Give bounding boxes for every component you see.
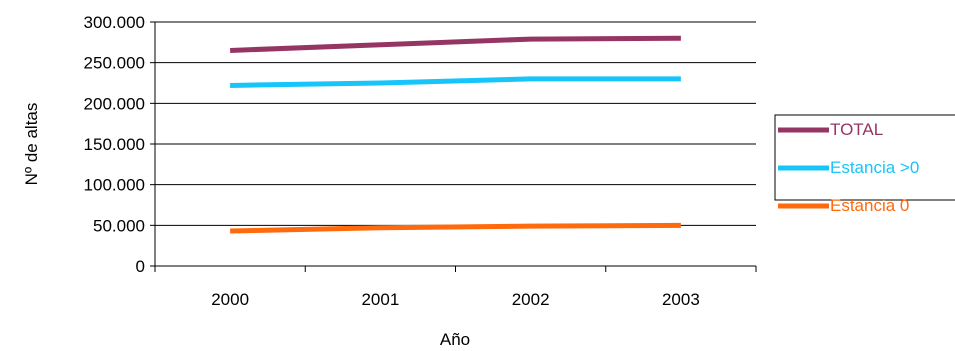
x-axis-ticks: 2000 2001 2002 2003: [154, 266, 757, 309]
y-tick-label: 250.000: [84, 54, 145, 73]
y-axis-ticks: 0 50.000 100.000 150.000 200.000 250.000 300.0…: [84, 13, 155, 276]
x-tick-label: 2002: [512, 290, 550, 309]
x-tick-label: 2003: [662, 290, 700, 309]
x-axis-title: Año: [440, 330, 470, 349]
y-tick-label: 150.000: [84, 135, 145, 154]
y-tick-label: 0: [136, 257, 145, 276]
x-tick-label: 2000: [211, 290, 249, 309]
legend-label: Estancia >0: [830, 158, 919, 177]
y-tick-label: 300.000: [84, 13, 145, 32]
y-tick-label: 200.000: [84, 94, 145, 113]
gridlines: [155, 21, 756, 226]
legend-label: TOTAL: [830, 120, 883, 139]
series-lines: [230, 35, 681, 234]
y-tick-label: 50.000: [93, 216, 145, 235]
x-tick-label: 2001: [361, 290, 399, 309]
series-line: [230, 76, 681, 88]
y-tick-label: 100.000: [84, 176, 145, 195]
series-line: [230, 35, 681, 53]
y-axis-title: Nº de altas: [22, 103, 41, 186]
series-line: [230, 222, 681, 234]
legend: TOTAL Estancia >0 Estancia 0: [774, 114, 955, 215]
legend-label: Estancia 0: [830, 196, 909, 215]
